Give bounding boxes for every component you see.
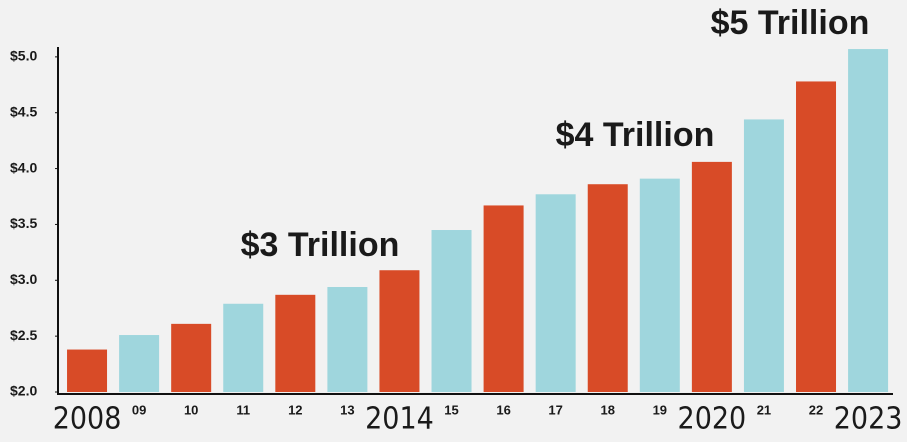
y-tick-label: $4.5 bbox=[10, 103, 37, 119]
y-tick-label: $5.0 bbox=[10, 48, 37, 64]
x-tick-label: 16 bbox=[496, 402, 510, 417]
bar bbox=[379, 270, 420, 392]
x-tick-label: 09 bbox=[132, 402, 146, 417]
bar bbox=[796, 81, 837, 393]
x-tick-label: 15 bbox=[444, 402, 458, 417]
x-tick-label: 17 bbox=[548, 402, 562, 417]
bar bbox=[171, 323, 212, 392]
annotation: $5 Trillion bbox=[711, 4, 870, 42]
y-tick-label: $3.0 bbox=[10, 271, 37, 287]
x-tick-label: 2014 bbox=[365, 402, 434, 437]
bar bbox=[535, 194, 576, 392]
y-tick-label: $3.5 bbox=[10, 215, 37, 231]
bar bbox=[848, 49, 889, 392]
bar bbox=[639, 178, 680, 392]
x-tick-label: 12 bbox=[288, 402, 302, 417]
x-tick-label: 19 bbox=[653, 402, 667, 417]
y-tick-label: $4.0 bbox=[10, 159, 37, 175]
x-tick-label: 11 bbox=[236, 402, 250, 417]
bar bbox=[483, 205, 524, 392]
bar bbox=[743, 119, 784, 392]
bar bbox=[223, 303, 264, 392]
bar bbox=[327, 286, 368, 392]
bar bbox=[275, 294, 316, 392]
annotation: $4 Trillion bbox=[556, 116, 715, 154]
x-tick-label: 2023 bbox=[834, 402, 903, 437]
bar bbox=[431, 230, 472, 392]
x-tick-label: 2020 bbox=[678, 402, 747, 437]
x-tick-label: 2008 bbox=[53, 402, 122, 437]
x-tick-label: 22 bbox=[809, 402, 823, 417]
annotation: $3 Trillion bbox=[241, 226, 400, 264]
x-tick-label: 21 bbox=[757, 402, 771, 417]
x-tick-label: 13 bbox=[340, 402, 354, 417]
bar bbox=[587, 184, 628, 392]
bar bbox=[67, 349, 108, 392]
bar bbox=[691, 161, 732, 392]
y-tick-label: $2.5 bbox=[10, 327, 37, 343]
bar bbox=[119, 335, 160, 392]
x-tick-label: 10 bbox=[184, 402, 198, 417]
y-tick-label: $2.0 bbox=[10, 383, 37, 399]
x-tick-label: 18 bbox=[601, 402, 615, 417]
